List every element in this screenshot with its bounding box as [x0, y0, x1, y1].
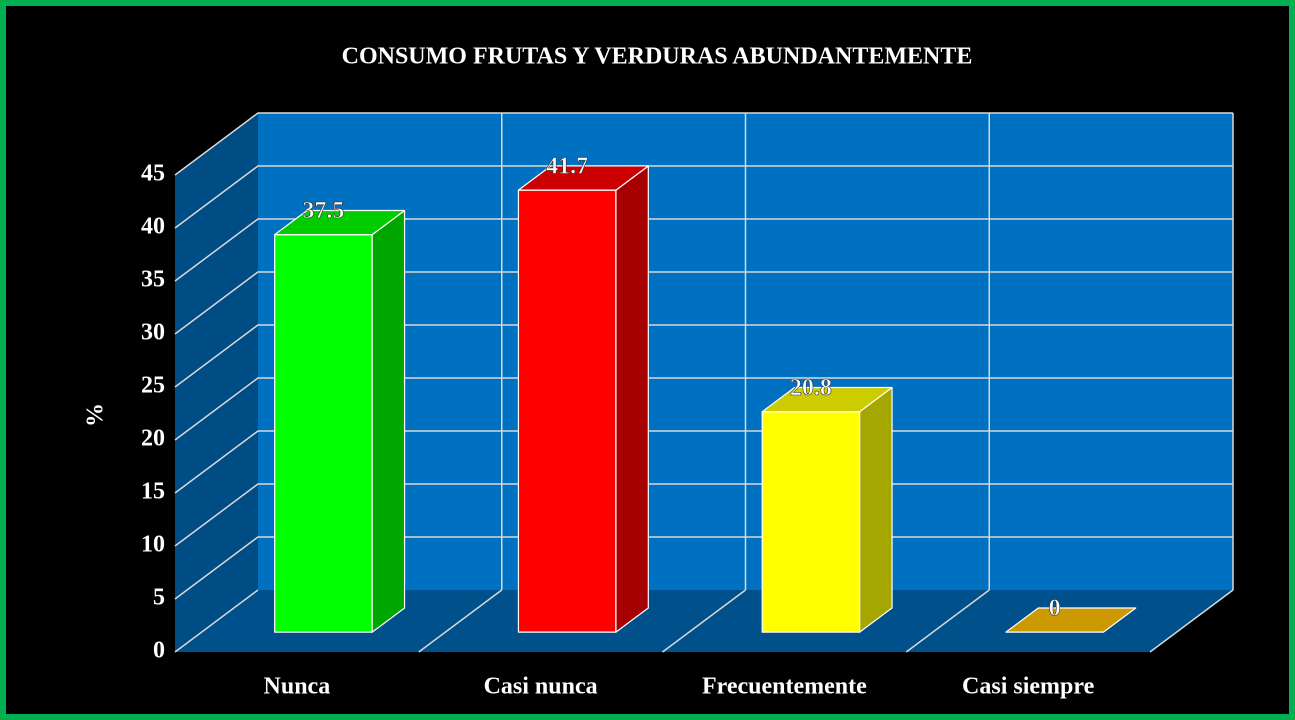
y-tick-label: 15	[141, 479, 165, 505]
bar-top	[517, 165, 649, 191]
bar-top	[274, 209, 406, 236]
grid-line	[174, 324, 1233, 388]
grid-line	[174, 377, 1233, 441]
y-tick-label: 40	[141, 214, 165, 240]
bar-side	[371, 209, 406, 633]
floor-divider	[905, 589, 990, 653]
x-tick-label: Casi siempre	[962, 674, 1095, 700]
grid-line	[174, 271, 1233, 335]
y-tick-label: 5	[153, 585, 165, 611]
x-tick-label: Casi nunca	[484, 674, 598, 700]
bar-front	[761, 411, 861, 633]
grid-line	[174, 112, 1233, 176]
y-tick-label: 20	[141, 426, 165, 452]
grid-line	[174, 218, 1233, 282]
data-label: 0	[1049, 596, 1061, 622]
y-axis-label: %	[83, 403, 109, 427]
grid-line	[174, 430, 1233, 494]
y-tick-label: 10	[141, 532, 165, 558]
y-tick-label: 30	[141, 320, 165, 346]
y-tick-label: 45	[141, 161, 165, 187]
bar-top	[1005, 607, 1137, 633]
grid-line	[174, 536, 1233, 600]
bar-side	[615, 165, 649, 633]
floor-divider	[662, 589, 746, 653]
y-tick-label: 0	[153, 638, 165, 664]
y-tick-label: 35	[141, 267, 165, 293]
bar-side	[859, 386, 893, 633]
data-label: 37.5	[302, 198, 344, 224]
floor-edge	[1149, 589, 1234, 653]
data-label: 20.8	[790, 375, 832, 401]
chart-title: CONSUMO FRUTAS Y VERDURAS ABUNDANTEMENTE	[342, 44, 973, 70]
floor-divider	[174, 589, 259, 653]
bar-front	[517, 189, 617, 633]
bar-front	[274, 234, 373, 633]
x-tick-label: Frecuentemente	[702, 674, 867, 700]
grid-line	[174, 483, 1233, 547]
y-tick-label: 25	[141, 373, 165, 399]
floor-divider	[418, 589, 503, 653]
x-tick-label: Nunca	[264, 674, 331, 700]
grid-line	[174, 165, 1233, 229]
side-wall	[175, 113, 258, 652]
bar-top	[761, 386, 893, 413]
data-label: 41.7	[546, 154, 588, 180]
